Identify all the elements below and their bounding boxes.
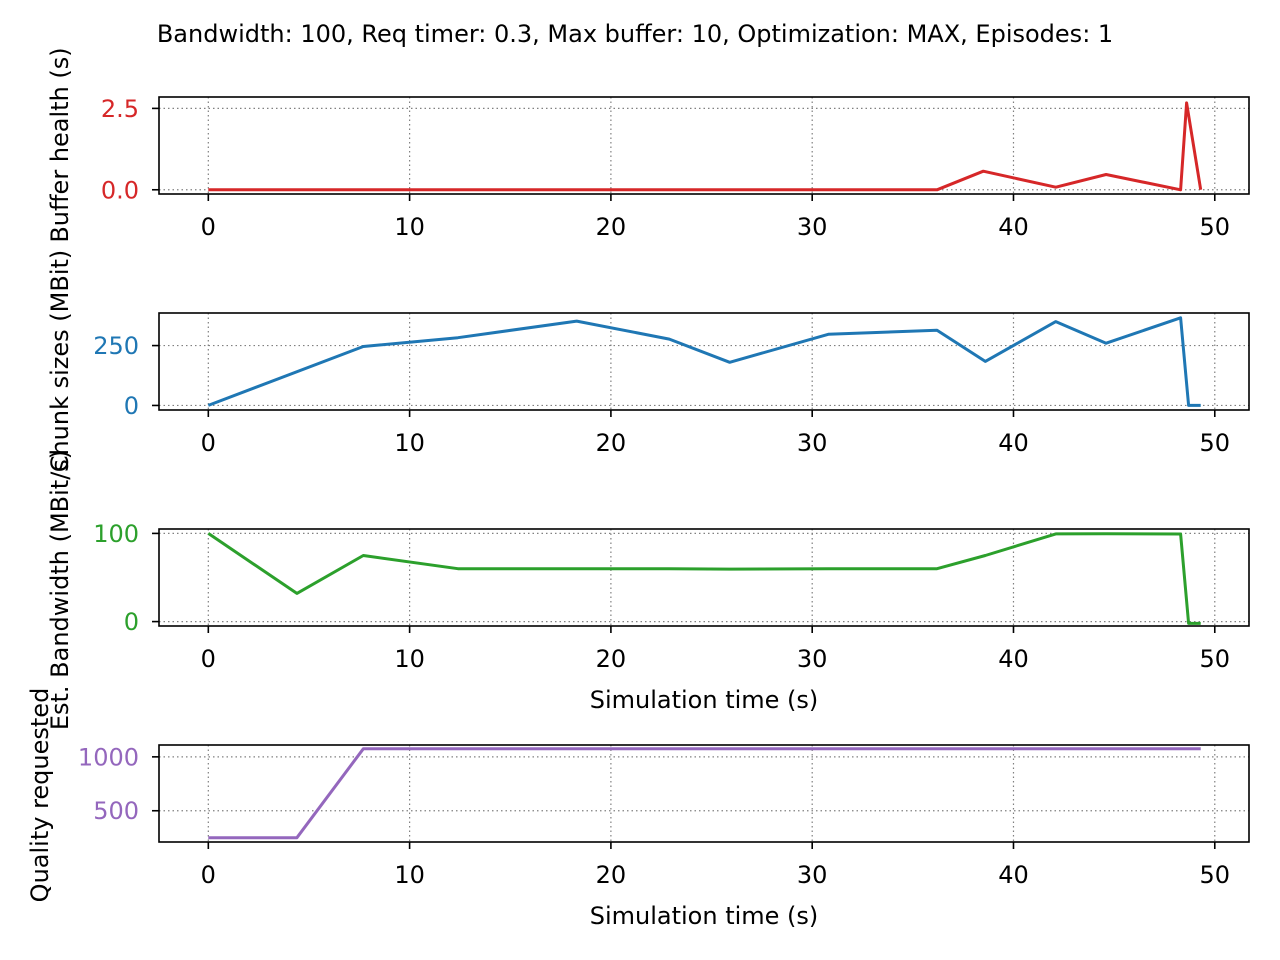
chunk-xtick-label-3: 30 xyxy=(797,429,828,457)
chunk-xtick-label-1: 10 xyxy=(394,429,425,457)
bandwidth-xtick-label-5: 50 xyxy=(1200,645,1231,673)
chunk-xtick-label-2: 20 xyxy=(596,429,627,457)
quality-ytick-label-1: 1000 xyxy=(78,743,139,771)
bandwidth-ytick-label-0: 0 xyxy=(124,608,139,636)
quality-series-line xyxy=(208,747,1201,840)
quality-xtick-label-2: 20 xyxy=(596,861,627,889)
chunk-series-line xyxy=(207,316,1201,407)
buffer-ytick-label-1: 2.5 xyxy=(101,95,139,123)
bandwidth-ytick-label-1: 100 xyxy=(93,520,139,548)
quality-xtick-label-0: 0 xyxy=(201,861,216,889)
bandwidth-xtick-label-4: 40 xyxy=(998,645,1029,673)
subplots: 0 10 20 30 40 50 0.0 2.5 Buffer health (s) 0 10 20 3… xyxy=(26,47,1250,930)
chunk-xtick-label-4: 40 xyxy=(998,429,1029,457)
quality-xlabel: Simulation time (s) xyxy=(590,902,819,930)
quality-xtick-label-3: 30 xyxy=(797,861,828,889)
quality-ylabel: Quality requested xyxy=(26,688,54,903)
chunk-xtick-label-0: 0 xyxy=(201,429,216,457)
quality-axes-frame xyxy=(158,744,1250,843)
bandwidth-axes-frame xyxy=(158,528,1250,627)
buffer-axes-frame xyxy=(158,96,1250,195)
bandwidth-ylabel: Est. Bandwidth (MBit/s) xyxy=(46,450,74,730)
buffer-xtick-label-5: 50 xyxy=(1200,213,1231,241)
buffer-series-line xyxy=(208,101,1203,192)
chunk-ytick-label-1: 250 xyxy=(93,332,139,360)
bandwidth-series-line xyxy=(207,532,1201,625)
quality-xtick-label-4: 40 xyxy=(998,861,1029,889)
chunk-xtick-label-5: 50 xyxy=(1200,429,1231,457)
buffer-xtick-label-3: 30 xyxy=(797,213,828,241)
bandwidth-xtick-label-2: 20 xyxy=(596,645,627,673)
bandwidth-panel: 0 10 20 30 40 50 0 100 Est. Bandwidth (MBit/s) Si… xyxy=(46,450,1250,730)
bandwidth-xlabel: Simulation time (s) xyxy=(590,686,819,714)
quality-ytick-label-0: 500 xyxy=(93,797,139,825)
buffer-panel: 0 10 20 30 40 50 0.0 2.5 Buffer health (s) xyxy=(46,47,1250,243)
chunk-panel: 0 10 20 30 40 50 0 250 Chunk sizes (MBit) xyxy=(46,250,1250,473)
quality-xtick-label-5: 50 xyxy=(1200,861,1231,889)
bandwidth-xtick-label-0: 0 xyxy=(201,645,216,673)
buffer-xtick-label-1: 10 xyxy=(394,213,425,241)
chunk-axes-frame xyxy=(158,312,1250,411)
chunk-ylabel: Chunk sizes (MBit) xyxy=(46,250,74,473)
buffer-xtick-label-2: 20 xyxy=(596,213,627,241)
figure-title: Bandwidth: 100, Req timer: 0.3, Max buff… xyxy=(157,20,1113,48)
buffer-ylabel: Buffer health (s) xyxy=(46,47,74,242)
buffer-xtick-label-4: 40 xyxy=(998,213,1029,241)
chunk-ytick-label-0: 0 xyxy=(124,392,139,420)
buffer-ytick-label-0: 0.0 xyxy=(101,176,139,204)
buffer-xtick-label-0: 0 xyxy=(201,213,216,241)
bandwidth-xtick-label-1: 10 xyxy=(394,645,425,673)
quality-xtick-label-1: 10 xyxy=(394,861,425,889)
quality-panel: 0 10 20 30 40 50 500 1000 Quality requested Simul… xyxy=(26,688,1250,930)
bandwidth-xtick-label-3: 30 xyxy=(797,645,828,673)
